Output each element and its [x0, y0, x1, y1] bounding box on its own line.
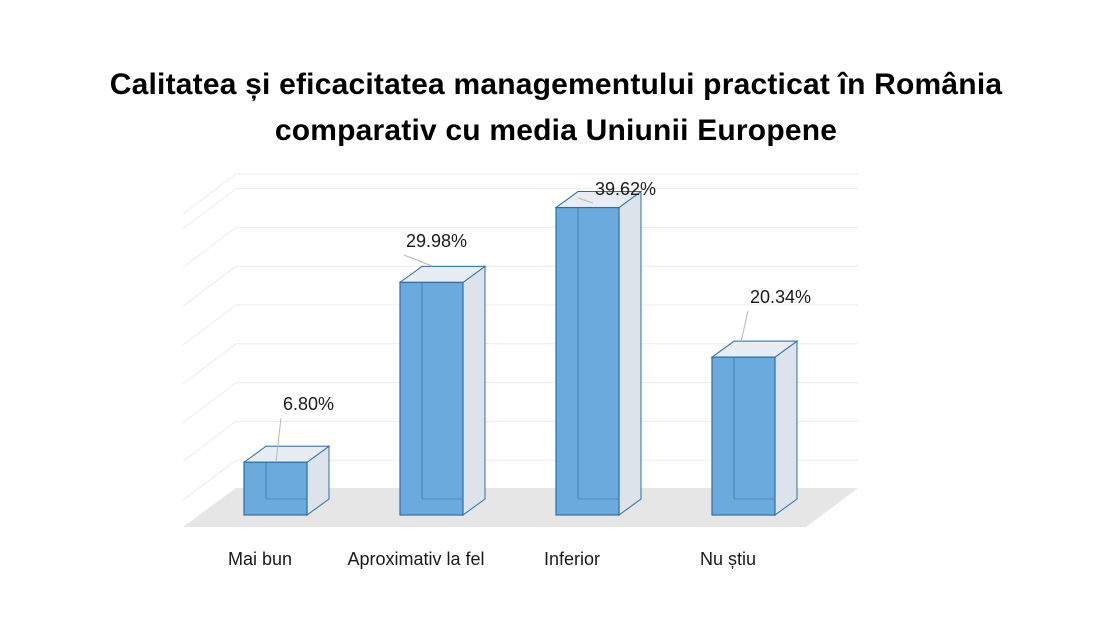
bar [398, 265, 487, 516]
gridline [182, 304, 858, 346]
bar [710, 340, 799, 516]
category-label: Inferior [544, 549, 600, 569]
category-label: Nu știu [700, 549, 756, 569]
data-label: 20.34% [750, 287, 811, 307]
gridline [182, 188, 858, 229]
gridline [182, 173, 237, 215]
data-label-leader [740, 310, 749, 343]
gridline [182, 265, 858, 307]
bar [554, 190, 643, 516]
chart-floor [183, 488, 858, 527]
category-label: Aproximativ la fel [347, 549, 484, 569]
data-label: 29.98% [406, 231, 467, 251]
data-label-leader [275, 417, 282, 463]
data-label: 39.62% [595, 179, 656, 199]
chart-title-line1: Calitatea și eficacitatea managementului… [109, 68, 1003, 101]
gridline [182, 226, 858, 268]
bar [242, 445, 331, 516]
data-label-leader [403, 254, 433, 267]
data-label: 6.80% [283, 394, 334, 414]
data-label-leader [577, 197, 594, 204]
chart-title-line2: comparativ cu media Uniunii Europene [274, 114, 838, 147]
chart-title: Calitatea și eficacitatea managementului… [0, 62, 1112, 154]
category-label: Mai bun [228, 549, 292, 569]
